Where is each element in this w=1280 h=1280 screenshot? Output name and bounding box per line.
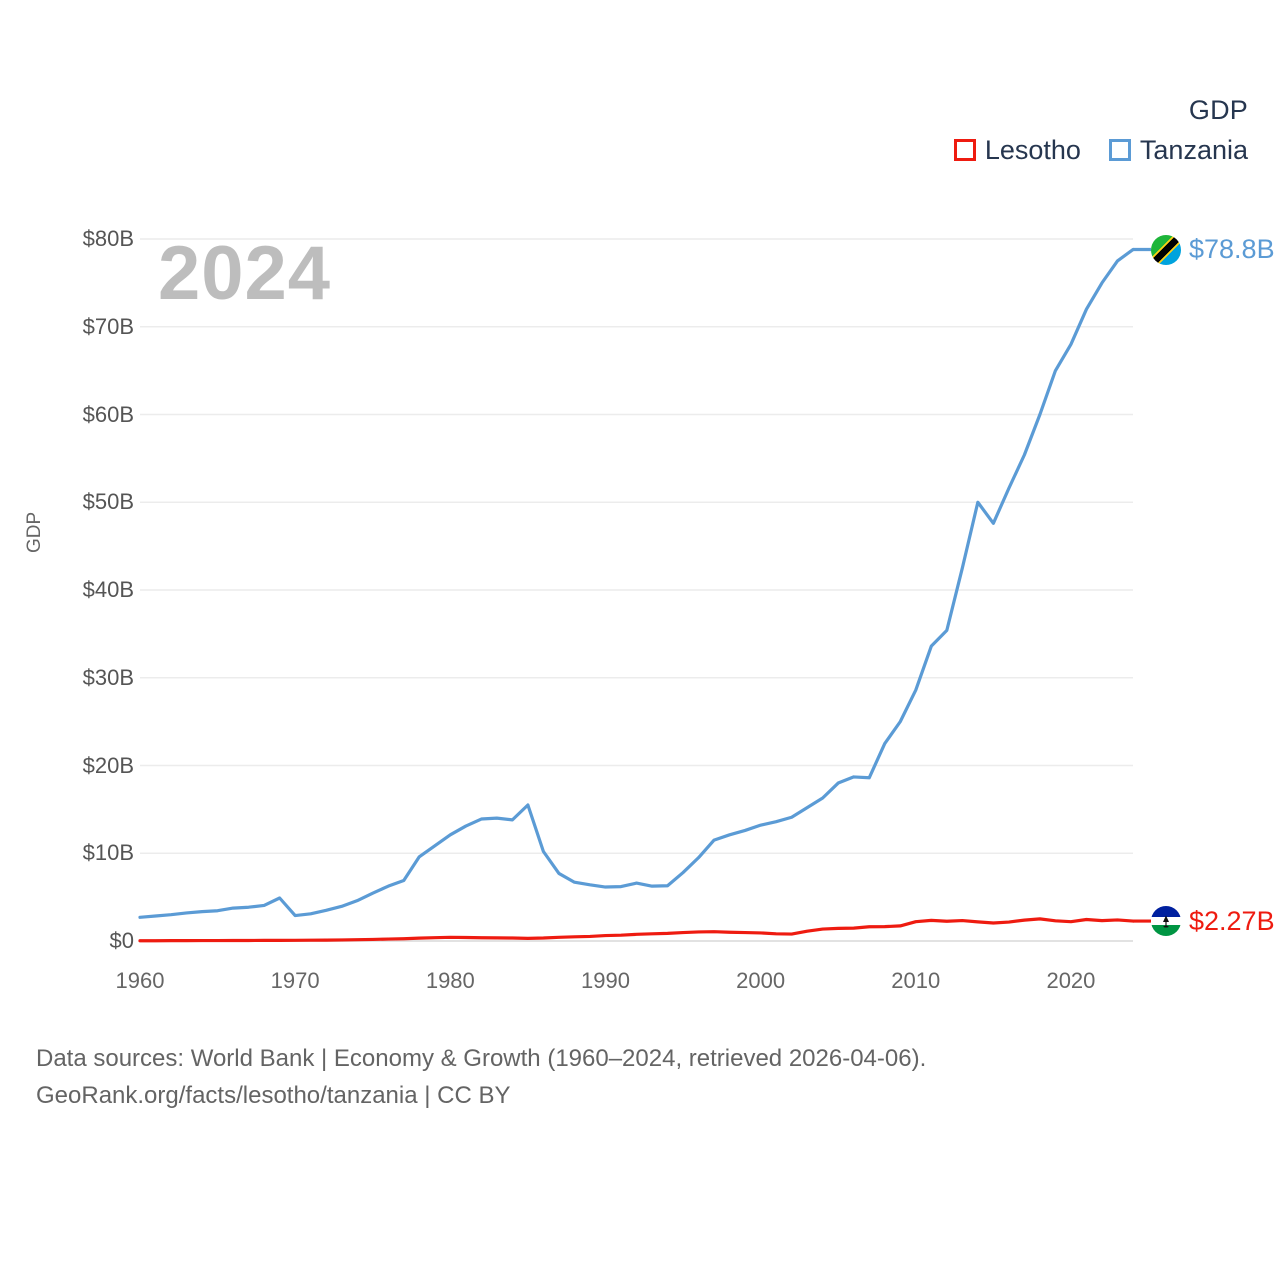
endpoint-value-lesotho: $2.27B xyxy=(1189,905,1275,936)
x-tick-label: 2000 xyxy=(736,968,786,993)
y-tick-label: $20B xyxy=(82,752,134,778)
series-line-tanzania xyxy=(138,247,1135,919)
series-line-lesotho xyxy=(138,917,1135,943)
legend-swatch-tanzania xyxy=(1108,139,1131,162)
y-tick-label: $40B xyxy=(82,577,134,602)
x-tick-label: 1980 xyxy=(425,968,475,993)
endpoint-tanzania[interactable]: $78.8B xyxy=(1151,234,1275,265)
legend-label-tanzania: Tanzania xyxy=(1139,134,1248,165)
legend-item-tanzania[interactable]: Tanzania xyxy=(1108,134,1248,165)
x-tick-label: 2010 xyxy=(891,968,941,993)
y-tick-label: $60B xyxy=(82,401,134,427)
chart-legend: GDP Lesotho Tanzania xyxy=(0,95,1250,165)
x-tick-label: 1990 xyxy=(580,968,630,993)
year-watermark: 2024 xyxy=(158,231,332,316)
y-tick-label: $30B xyxy=(82,664,134,690)
mokorotlo-hat-icon xyxy=(1163,915,1169,928)
y-tick-label: $80B xyxy=(82,226,134,251)
legend-label-lesotho: Lesotho xyxy=(984,134,1081,165)
footer: Data sources: World Bank | Economy & Gro… xyxy=(36,1040,1216,1114)
footer-line-sources: Data sources: World Bank | Economy & Gro… xyxy=(36,1045,927,1072)
x-tick-label: 2020 xyxy=(1046,968,1096,993)
x-tick-label: 1970 xyxy=(270,968,320,993)
x-tick-label: 1960 xyxy=(115,968,165,993)
footer-line-attribution: GeoRank.org/facts/lesotho/tanzania | CC … xyxy=(36,1082,511,1110)
y-tick-label: $10B xyxy=(82,840,134,866)
legend-title: GDP xyxy=(1188,95,1248,125)
y-tick-label: $0 xyxy=(109,928,134,953)
endpoint-value-tanzania: $78.8B xyxy=(1189,234,1275,265)
legend-item-lesotho[interactable]: Lesotho xyxy=(953,134,1081,165)
tanzania-flag-icon xyxy=(1151,234,1181,265)
y-tick-label: $70B xyxy=(82,313,134,339)
y-tick-label: $50B xyxy=(82,489,134,515)
legend-items: Lesotho Tanzania xyxy=(0,134,1250,165)
endpoint-lesotho[interactable]: $2.27B xyxy=(1151,905,1275,937)
legend-swatch-lesotho xyxy=(953,139,976,162)
lesotho-flag-icon xyxy=(1151,906,1181,937)
